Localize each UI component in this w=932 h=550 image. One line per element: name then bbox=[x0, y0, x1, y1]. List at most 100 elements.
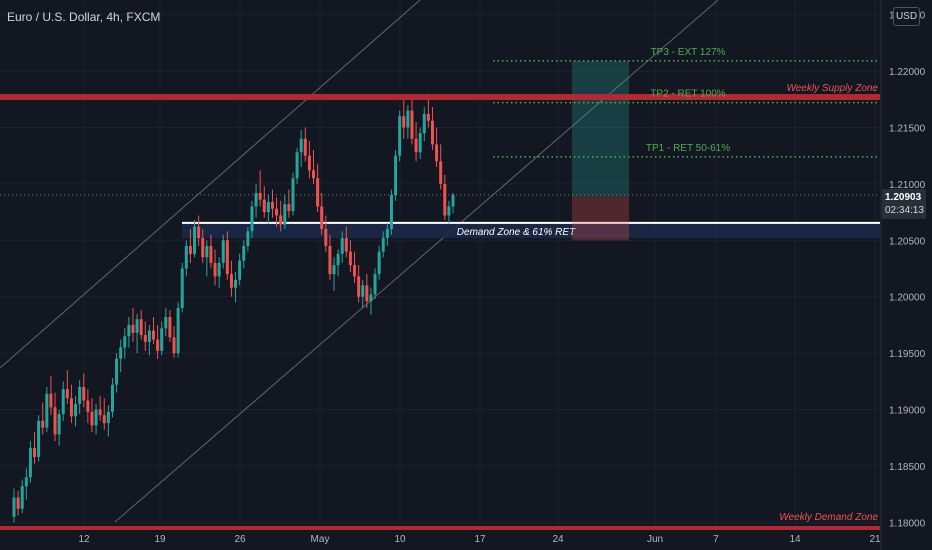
candle-body bbox=[172, 337, 176, 354]
x-tick-label: 14 bbox=[789, 534, 801, 545]
candle-body bbox=[324, 229, 328, 246]
tp3-label: TP3 - EXT 127% bbox=[651, 47, 726, 58]
candle-body bbox=[197, 226, 201, 239]
candle-body bbox=[307, 155, 311, 171]
y-tick-label: 1.19000 bbox=[889, 406, 926, 417]
candle-body bbox=[340, 238, 344, 254]
x-tick-label: 19 bbox=[154, 534, 166, 545]
candle-body bbox=[106, 411, 110, 424]
x-tick-label: Jun bbox=[647, 534, 663, 545]
candle-body bbox=[164, 317, 168, 329]
candle-body bbox=[373, 274, 377, 295]
candle-body bbox=[332, 265, 336, 275]
weekly-supply-label: Weekly Supply Zone bbox=[786, 83, 878, 94]
candle-body bbox=[394, 155, 398, 196]
tp1-label: TP1 - RET 50-61% bbox=[646, 143, 730, 154]
weekly-demand-zone bbox=[0, 526, 880, 530]
candle-body bbox=[357, 276, 361, 297]
candle-body bbox=[435, 144, 439, 162]
candle-body bbox=[69, 398, 73, 417]
candle-body bbox=[217, 262, 221, 277]
candle-body bbox=[418, 133, 422, 153]
candle-body bbox=[143, 335, 147, 342]
x-tick-label: 17 bbox=[474, 534, 486, 545]
y-tick-label: 1.20500 bbox=[889, 236, 926, 247]
x-tick-label: 26 bbox=[234, 534, 246, 545]
candle-body bbox=[168, 317, 172, 338]
candle-body bbox=[188, 245, 192, 254]
candle-body bbox=[156, 339, 160, 351]
x-tick-label: 12 bbox=[78, 534, 90, 545]
candle-body bbox=[86, 400, 90, 412]
last-price-tag: 1.20903 02:34:13 bbox=[882, 189, 926, 219]
candle-body bbox=[320, 206, 324, 230]
candle-body bbox=[180, 268, 184, 308]
y-tick-label: 1.20000 bbox=[889, 293, 926, 304]
candle-body bbox=[353, 265, 357, 277]
candle-body bbox=[78, 386, 82, 404]
x-tick-label: 21 bbox=[869, 534, 881, 545]
candle-body bbox=[312, 170, 316, 179]
candle-body bbox=[37, 420, 41, 457]
candle-body bbox=[33, 447, 37, 457]
candle-body bbox=[184, 245, 188, 269]
candle-body bbox=[422, 113, 426, 134]
candle-body bbox=[115, 358, 119, 385]
candle-body bbox=[279, 215, 283, 225]
candle-body bbox=[45, 393, 49, 428]
candle-body bbox=[201, 238, 205, 258]
candle-body bbox=[336, 253, 340, 266]
candle-body bbox=[53, 407, 57, 435]
candle-body bbox=[369, 294, 373, 302]
tp2-label: TP2 - RET 100% bbox=[650, 89, 726, 100]
candle-body bbox=[193, 226, 197, 254]
candle-body bbox=[426, 113, 430, 121]
last-price-value: 1.20903 bbox=[885, 192, 922, 203]
currency-button[interactable]: USD bbox=[893, 7, 920, 26]
candle-body bbox=[406, 110, 410, 128]
candle-body bbox=[275, 208, 279, 216]
candle-body bbox=[110, 384, 114, 412]
candle-body bbox=[28, 447, 32, 478]
candle-body bbox=[451, 195, 455, 207]
candle-body bbox=[139, 319, 143, 336]
y-tick-label: 1.19500 bbox=[889, 349, 926, 360]
candle-body bbox=[238, 260, 242, 280]
candle-body bbox=[365, 285, 369, 302]
candle-body bbox=[221, 240, 225, 263]
candle-body bbox=[299, 138, 303, 153]
candle-body bbox=[377, 251, 381, 275]
candle-body bbox=[283, 204, 287, 225]
candle-body bbox=[316, 178, 320, 207]
y-tick-label: 1.22000 bbox=[889, 67, 926, 78]
candle-body bbox=[16, 497, 20, 509]
candle-body bbox=[398, 116, 402, 156]
candle-body bbox=[61, 389, 65, 415]
y-tick-label: 1.21500 bbox=[889, 123, 926, 134]
candle-body bbox=[205, 245, 209, 258]
candle-body bbox=[262, 199, 266, 213]
candle-body bbox=[389, 195, 393, 230]
candle-body bbox=[209, 245, 213, 263]
candle-body bbox=[242, 245, 246, 261]
x-tick-label: 10 bbox=[394, 534, 406, 545]
candle-body bbox=[74, 403, 78, 417]
candle-body bbox=[90, 411, 94, 426]
x-tick-label: May bbox=[311, 534, 330, 545]
channel-upper-line bbox=[0, 0, 421, 369]
candle-body bbox=[270, 201, 274, 209]
candle-body bbox=[119, 347, 123, 359]
candle-body bbox=[430, 120, 434, 145]
candle-body bbox=[127, 324, 131, 337]
y-tick-label: 1.18000 bbox=[889, 518, 926, 529]
y-tick-label: 1.21000 bbox=[889, 180, 926, 191]
candle-body bbox=[20, 486, 24, 509]
candle-body bbox=[328, 245, 332, 275]
candle-body bbox=[414, 138, 418, 153]
candle-body bbox=[246, 231, 250, 246]
candle-body bbox=[295, 152, 299, 179]
symbol-title: Euro / U.S. Dollar, 4h, FXCM bbox=[7, 10, 161, 24]
